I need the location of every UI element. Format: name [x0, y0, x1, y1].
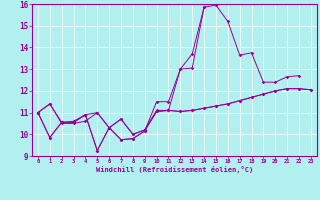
X-axis label: Windchill (Refroidissement éolien,°C): Windchill (Refroidissement éolien,°C) [96, 166, 253, 173]
